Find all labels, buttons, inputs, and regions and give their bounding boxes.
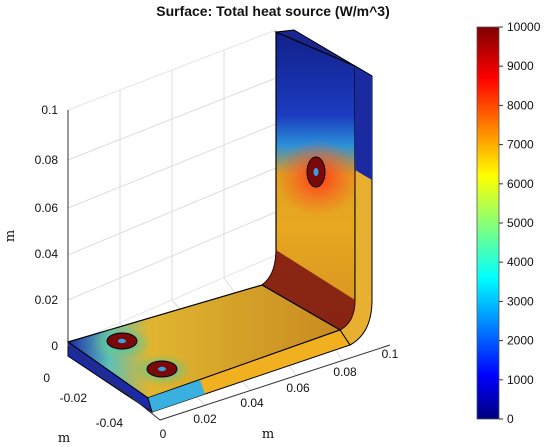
- colorbar-tick-label-1: 1000: [507, 373, 534, 387]
- colorbar: 0 1000 2000 3000 4000 5000 6000 7000 8000 9000 100…: [476, 20, 541, 426]
- colorbar-tick-label-8: 8000: [507, 98, 534, 112]
- colorbar-tick-label-4: 4000: [507, 255, 534, 269]
- chart-title: Surface: Total heat source (W/m^3): [156, 3, 390, 19]
- z-tick-4: 0.08: [35, 153, 59, 167]
- colorbar-tick-label-5: 5000: [507, 216, 534, 230]
- x-axis-label: m: [262, 427, 274, 442]
- colorbar-tick-label-0: 0: [507, 412, 514, 426]
- y-axis-label: m: [58, 431, 70, 446]
- colorbar-tick-label-3: 3000: [507, 294, 534, 308]
- x-axis-ticks: 0 0.02 0.04 0.06 0.08 0.1: [160, 347, 399, 441]
- y-tick-0: 0: [43, 371, 50, 385]
- x-tick-4: 0.08: [333, 365, 357, 379]
- z-tick-5: 0.1: [41, 103, 58, 117]
- z-axis-label: m: [3, 230, 18, 242]
- colorbar-tick-label-2: 2000: [507, 334, 534, 348]
- z-axis-ticks: 0 0.02 0.04 0.06 0.08 0.1: [35, 103, 59, 353]
- x-tick-2: 0.04: [240, 396, 264, 410]
- z-tick-1: 0.02: [35, 293, 59, 307]
- x-tick-3: 0.06: [286, 381, 310, 395]
- colorbar-tick-label-6: 6000: [507, 177, 534, 191]
- y-tick-1: -0.02: [60, 391, 88, 405]
- y-tick-2: -0.04: [96, 416, 124, 430]
- x-tick-0: 0: [160, 427, 167, 441]
- colorbar-tick-label-9: 9000: [507, 59, 534, 73]
- colorbar-ticks: 0 1000 2000 3000 4000 5000 6000 7000 8000 9000 100…: [499, 20, 541, 426]
- axis-lines: [67, 110, 391, 421]
- z-tick-0: 0: [51, 339, 58, 353]
- z-tick-2: 0.04: [35, 247, 59, 261]
- l-bracket-surface: [66, 29, 373, 414]
- y-axis-ticks: 0 -0.02 -0.04: [43, 371, 123, 430]
- colorbar-tick-label-10: 10000: [507, 20, 541, 34]
- x-tick-5: 0.1: [382, 347, 399, 361]
- colorbar-tick-label-7: 7000: [507, 138, 534, 152]
- x-tick-1: 0.02: [193, 412, 217, 426]
- z-tick-3: 0.06: [35, 201, 59, 215]
- colorbar-bar: [476, 26, 500, 420]
